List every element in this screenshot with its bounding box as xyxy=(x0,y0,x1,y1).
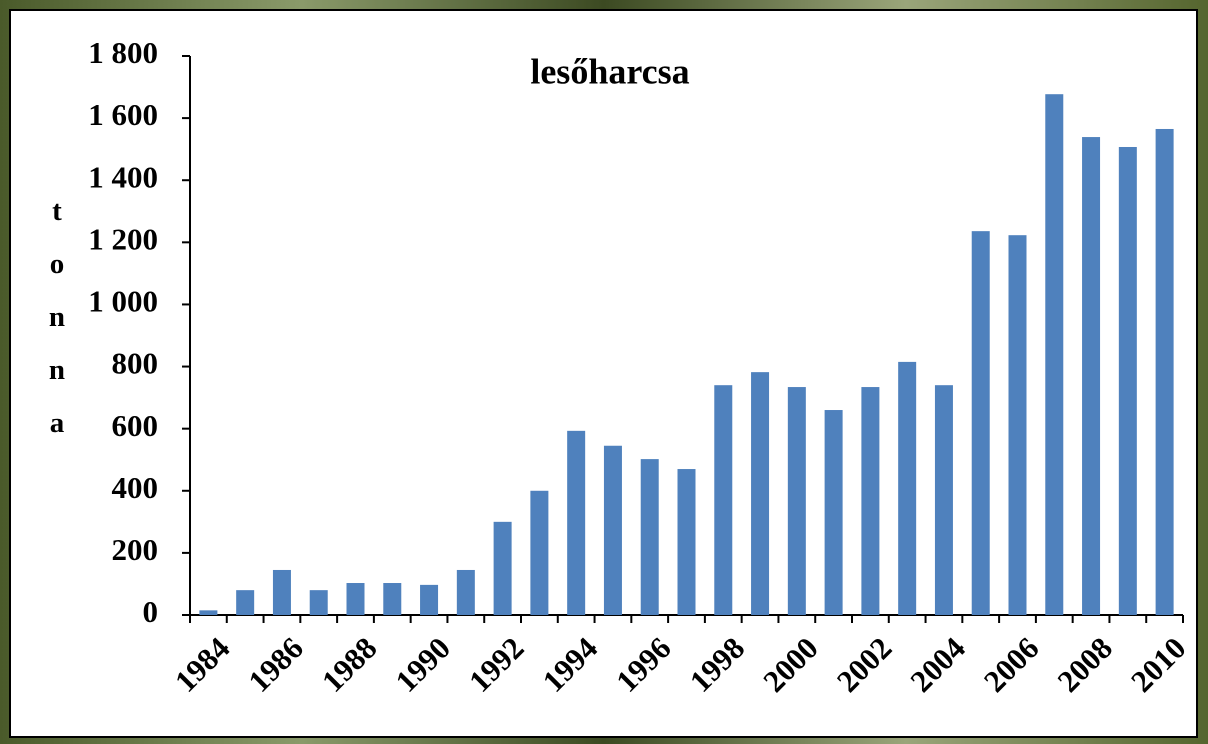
bar xyxy=(420,585,438,615)
bar xyxy=(1045,94,1063,615)
y-tick-label: 200 xyxy=(112,532,159,567)
y-tick-label: 1 800 xyxy=(88,35,158,70)
chart: lesőharcsa 0 200 400 600 800 1 000 1 200 1 400 1… xyxy=(0,0,1208,744)
bar xyxy=(273,570,291,615)
bar xyxy=(494,522,512,615)
bar xyxy=(604,446,622,615)
y-tick-label: 1 400 xyxy=(88,159,158,194)
bar xyxy=(236,590,254,615)
bar xyxy=(347,583,365,615)
y-tick-label: 1 600 xyxy=(88,97,158,132)
bar xyxy=(825,410,843,615)
bar xyxy=(383,583,401,615)
bar xyxy=(751,372,769,615)
bar xyxy=(1009,235,1027,615)
y-tick-label: 0 xyxy=(143,594,159,629)
bar xyxy=(567,431,585,615)
bar xyxy=(1119,147,1137,615)
y-tick-label: 400 xyxy=(112,470,159,505)
bar xyxy=(1156,129,1174,615)
bar xyxy=(530,491,548,615)
bar xyxy=(935,385,953,615)
y-tick-label: 1 200 xyxy=(88,221,158,256)
bar xyxy=(972,231,990,615)
bar xyxy=(898,362,916,615)
bar xyxy=(641,459,659,615)
y-tick-label: 600 xyxy=(112,408,159,443)
bar xyxy=(1082,137,1100,615)
bar xyxy=(457,570,475,615)
y-axis-label: tonna xyxy=(40,195,70,460)
y-tick-label: 1 000 xyxy=(88,284,158,319)
page: lesőharcsa 0 200 400 600 800 1 000 1 200 1 400 1… xyxy=(0,0,1208,744)
bar xyxy=(199,610,217,615)
bar xyxy=(861,387,879,615)
y-tick-label: 800 xyxy=(112,346,159,381)
bar xyxy=(678,469,696,615)
bar xyxy=(310,590,328,615)
bar xyxy=(714,385,732,615)
bar xyxy=(788,387,806,615)
chart-title: lesőharcsa xyxy=(530,51,689,91)
